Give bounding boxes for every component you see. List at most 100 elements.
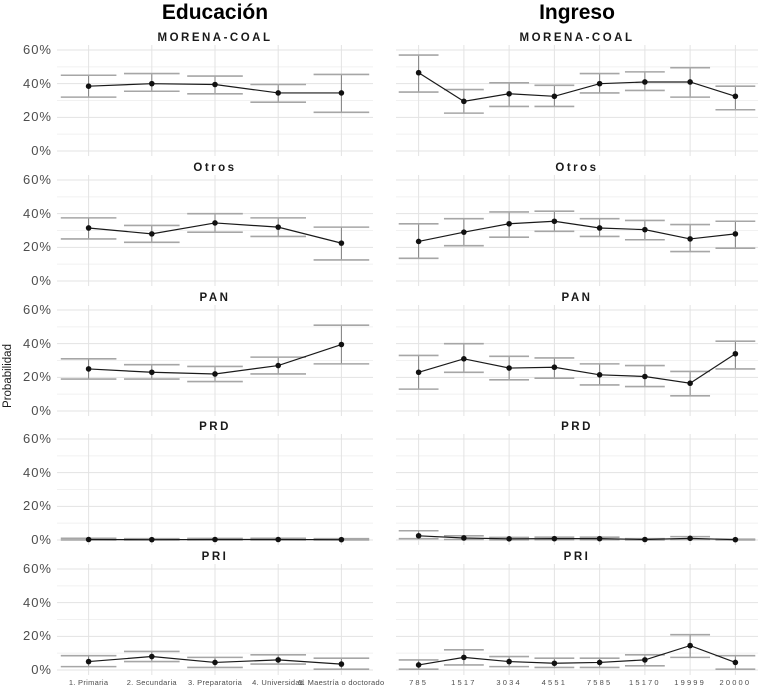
estimate-point bbox=[551, 535, 558, 542]
x-tick-label: 1. Primaria bbox=[68, 678, 109, 687]
estimate-point bbox=[461, 535, 467, 541]
estimate-point bbox=[732, 93, 739, 100]
y-tick-label: 20% bbox=[22, 369, 52, 385]
estimate-point bbox=[415, 69, 422, 76]
x-tick-label: 4. Universidad bbox=[252, 678, 305, 687]
estimate-point bbox=[551, 660, 558, 667]
panel-ingreso-pri bbox=[396, 564, 758, 675]
estimate-point bbox=[642, 373, 648, 380]
estimate-point bbox=[687, 236, 693, 242]
panel-educaci-n-otros bbox=[57, 175, 373, 286]
estimate-line bbox=[418, 353, 736, 384]
estimate-point bbox=[506, 365, 512, 371]
x-tick-label: 15170 bbox=[628, 678, 661, 687]
y-tick-label: 60% bbox=[22, 431, 52, 446]
estimate-point bbox=[85, 366, 92, 372]
y-tick-label: 60% bbox=[22, 42, 52, 57]
panel-ingreso-prd bbox=[396, 434, 758, 545]
estimate-point bbox=[551, 218, 558, 225]
facet-title-ingreso-pan: PAN bbox=[561, 292, 593, 304]
estimate-point bbox=[275, 536, 281, 543]
y-tick-label: 20% bbox=[22, 498, 52, 514]
y-tick-label: 0% bbox=[31, 662, 52, 677]
x-tick-label: 1517 bbox=[451, 678, 477, 687]
x-tick-label: 2. Secundaria bbox=[126, 678, 177, 687]
estimate-point bbox=[275, 362, 281, 369]
y-tick-label: 20% bbox=[22, 239, 52, 255]
estimate-point bbox=[149, 369, 155, 376]
y-tick-label: 20% bbox=[22, 628, 52, 644]
panel-educaci-n-pri bbox=[57, 564, 373, 675]
estimate-point bbox=[506, 658, 512, 665]
x-tick-label: 19999 bbox=[674, 678, 707, 687]
estimate-point bbox=[212, 371, 218, 377]
panel-ingreso-morena-coal bbox=[396, 45, 758, 156]
facet-title-ingreso-pri: PRI bbox=[563, 551, 591, 563]
y-tick-label: 40% bbox=[22, 75, 52, 91]
estimate-point bbox=[85, 225, 92, 231]
estimate-point bbox=[506, 90, 512, 97]
column-title-ingreso: Ingreso bbox=[539, 1, 615, 24]
estimate-point bbox=[506, 536, 512, 542]
estimate-point bbox=[461, 98, 467, 105]
estimate-point bbox=[338, 536, 345, 543]
x-tick-label: 3. Preparatoria bbox=[187, 678, 243, 687]
estimate-point bbox=[212, 220, 218, 226]
estimate-point bbox=[85, 658, 92, 665]
estimate-point bbox=[687, 535, 693, 542]
x-tick-label: 3034 bbox=[496, 678, 522, 687]
estimate-point bbox=[687, 642, 693, 649]
x-tick-label: 20000 bbox=[719, 678, 752, 687]
facet-title-ingreso-otros: Otros bbox=[555, 162, 599, 174]
estimate-point bbox=[461, 356, 467, 362]
y-tick-label: 20% bbox=[22, 109, 52, 125]
y-tick-label: 40% bbox=[22, 464, 52, 480]
estimate-point bbox=[551, 93, 558, 100]
estimate-point bbox=[275, 657, 281, 663]
facet-title-educaci-n-pan: PAN bbox=[199, 292, 231, 304]
estimate-point bbox=[149, 231, 155, 237]
estimate-point bbox=[461, 229, 467, 235]
estimate-point bbox=[275, 90, 281, 96]
column-title-educacion: Educación bbox=[161, 1, 269, 24]
panel-ingreso-pan bbox=[396, 305, 758, 416]
panel-ingreso-otros bbox=[396, 175, 758, 286]
estimate-point bbox=[275, 224, 281, 230]
estimate-point bbox=[212, 81, 218, 88]
panel-educaci-n-morena-coal bbox=[57, 45, 373, 156]
estimate-point bbox=[415, 369, 422, 376]
estimate-point bbox=[415, 532, 422, 539]
estimate-point bbox=[732, 659, 739, 666]
estimate-point bbox=[596, 80, 603, 87]
estimate-point bbox=[687, 79, 693, 85]
estimate-point bbox=[642, 536, 648, 543]
panel-educaci-n-prd bbox=[57, 434, 373, 545]
estimate-point bbox=[85, 536, 92, 543]
y-tick-label: 60% bbox=[22, 172, 52, 187]
facet-title-ingreso-morena-coal: MORENA-COAL bbox=[519, 32, 635, 44]
estimate-point bbox=[596, 535, 603, 542]
facet-title-educaci-n-otros: Otros bbox=[193, 162, 237, 174]
estimate-line bbox=[418, 535, 736, 541]
estimate-point bbox=[338, 661, 345, 667]
estimate-point bbox=[596, 225, 603, 231]
estimate-point bbox=[596, 372, 603, 378]
facet-title-ingreso-prd: PRD bbox=[561, 421, 593, 433]
x-tick-label: 5. Maestría o doctorado bbox=[298, 678, 385, 687]
estimate-point bbox=[642, 657, 648, 663]
y-tick-label: 40% bbox=[22, 205, 52, 221]
estimate-point bbox=[415, 238, 422, 245]
estimate-point bbox=[415, 662, 422, 668]
estimate-line bbox=[418, 644, 736, 666]
y-tick-label: 0% bbox=[31, 532, 52, 547]
y-tick-label: 0% bbox=[31, 273, 52, 288]
estimate-point bbox=[338, 90, 345, 96]
estimate-point bbox=[461, 654, 467, 661]
y-tick-label: 60% bbox=[22, 561, 52, 576]
y-tick-label: 40% bbox=[22, 594, 52, 610]
estimate-point bbox=[642, 79, 648, 85]
estimate-point bbox=[551, 364, 558, 371]
estimate-point bbox=[85, 83, 92, 89]
estimate-point bbox=[506, 220, 512, 227]
